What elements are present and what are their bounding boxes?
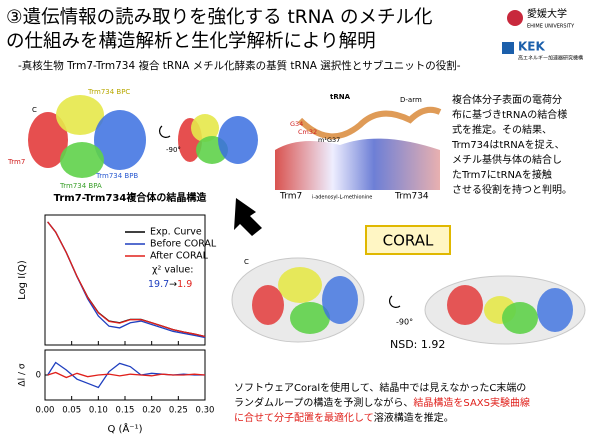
x-tick-label: 0.30: [196, 406, 215, 416]
x-tick-label: 0.05: [62, 406, 81, 416]
protein-bpb: [537, 288, 573, 332]
trna-backbone: [297, 106, 442, 140]
coral-box: [365, 225, 451, 255]
protein-trm7: [28, 112, 68, 168]
logo-mark: [507, 10, 523, 26]
protein-bpc: [191, 114, 219, 142]
conclusion-text: ランダムループの構造を予測しながら、: [234, 396, 413, 409]
x-tick-label: 0.00: [36, 406, 55, 416]
logo-text: EHIME UNIVERSITY: [527, 24, 575, 30]
logo-text: 高エネルギー加速器研究機構: [518, 55, 583, 62]
description-line: メチル基供与体の結合し: [452, 153, 562, 166]
chi-label: χ² value:: [152, 265, 193, 276]
conclusion-highlight: に合せて分子配置を最適化して: [234, 411, 374, 424]
legend-label: After CORAL: [150, 251, 209, 262]
logo-mark: [502, 42, 514, 54]
crystal-structure: [28, 95, 258, 178]
x-tick-label: 0.25: [169, 406, 188, 416]
description-line: 式を推定。その結果、: [452, 123, 552, 136]
label-sam: i-adenosyl-L-methionine: [312, 195, 372, 201]
label-c: C: [32, 106, 37, 114]
label-bpa: Trm734 BPA: [59, 182, 102, 190]
coral-label: CORAL: [383, 232, 434, 250]
description-line: 複合体分子表面の電荷分: [452, 93, 562, 106]
chi-before: 19.7: [148, 279, 169, 290]
label-trm7: Trm7: [279, 192, 302, 202]
conclusion-line: ランダムループの構造を予測しながら、結晶構造をSAXS実験曲線: [234, 396, 530, 409]
chi-after: 1.9: [177, 279, 192, 290]
x-axis-label: Q (Å⁻¹): [108, 422, 143, 435]
protein-bpc: [278, 267, 322, 303]
rotation-arrow: [389, 295, 401, 308]
protein-trm7: [447, 285, 483, 325]
surface-map: [275, 138, 440, 190]
y-axis-label: Log I(Q): [17, 260, 28, 300]
protein-bpb: [322, 276, 358, 324]
legend-label: Before CORAL: [150, 239, 217, 250]
description-line: させる役割を持つと判明。: [452, 183, 572, 196]
label-darm: D-arm: [400, 96, 422, 104]
caption: Trm7-Trm734複合体の結晶構造: [54, 191, 208, 204]
label-trm734: Trm734: [394, 192, 429, 202]
protein-bpb: [94, 110, 146, 170]
chi-values: 19.7→1.9: [148, 279, 192, 290]
protein-bpc: [56, 95, 104, 135]
x-tick-label: 0.20: [142, 406, 161, 416]
x-tick-label: 0.10: [89, 406, 108, 416]
title-line: の仕組みを構造解析と生化学解析により解明: [6, 31, 376, 52]
data-line: [47, 371, 206, 379]
logo-text: 愛媛大学: [527, 7, 567, 20]
description-line: 布に基づきtRNAの結合様: [452, 108, 567, 121]
data-line: [47, 221, 206, 338]
protein-bpb: [218, 116, 258, 164]
description-line: Trm734はtRNAを捉え、: [451, 138, 565, 151]
x-tick-label: 0.15: [116, 406, 135, 416]
conclusion-text: 溶液構造を推定。: [374, 411, 454, 424]
title-line: ③遺伝情報の読み取りを強化する tRNA のメチル化: [6, 7, 432, 28]
subtitle: -真核生物 Trm7-Trm734 複合 tRNA メチル化酵素の基質 tRNA…: [18, 59, 461, 72]
conclusion-line: に合せて分子配置を最適化して溶液構造を推定。: [234, 411, 454, 424]
y-axis-label: Δl / σ: [18, 363, 28, 386]
label-rotation: -90°: [166, 146, 181, 154]
nsd-label: NSD: 1.92: [390, 338, 445, 351]
label-c: C: [244, 258, 249, 266]
label-bpb: Trm734 BPB: [95, 172, 138, 180]
logo-text: KEK: [518, 40, 545, 54]
description-line: たTrm7にtRNAを接触: [452, 168, 552, 181]
label-cm32: Cm32: [298, 128, 317, 136]
protein-bpa: [290, 302, 330, 334]
label-g34: G34: [290, 120, 303, 128]
label-bpc: Trm734 BPC: [87, 88, 130, 96]
label-rotation: -90°: [396, 318, 413, 327]
label-trm7: Trm7: [7, 158, 25, 166]
pointer-arrow: [234, 198, 262, 236]
protein-bpa: [60, 142, 104, 178]
rotation-arrow: [159, 125, 171, 138]
legend-label: Exp. Curve: [150, 227, 202, 238]
label-trna: tRNA: [330, 93, 351, 101]
protein-bpa: [502, 302, 538, 334]
protein-trm7: [252, 285, 284, 325]
label-m1g37: m¹G37: [318, 136, 340, 144]
chi-arrow: →: [169, 279, 177, 290]
conclusion-highlight: 結晶構造をSAXS実験曲線: [413, 396, 530, 409]
y-tick-label: 0: [36, 371, 41, 381]
saxs-chart: 0.00 0.05 0.10 0.15 0.20 0.25 0.30 0 Exp. CurveB…: [36, 221, 217, 416]
conclusion-line: ソフトウェアCoralを使用して、結晶中では見えなかったC末端の: [234, 381, 526, 394]
